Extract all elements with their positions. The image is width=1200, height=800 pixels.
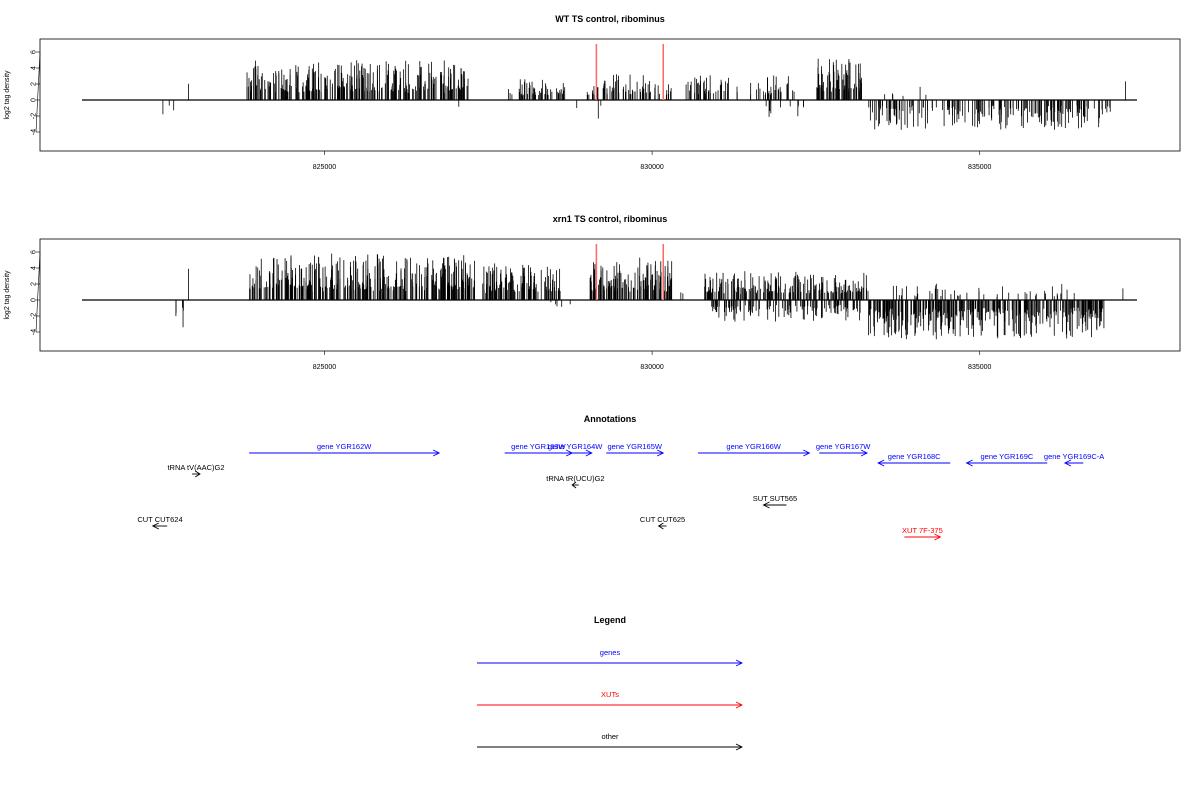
legend-item: other	[477, 732, 744, 751]
arrow-head	[860, 449, 869, 457]
annotation-feature: gene YGR164W	[548, 442, 603, 457]
y-tick-label: 0	[30, 298, 37, 302]
feature-label: tRNA tR(UCU)G2	[546, 474, 604, 483]
feature-label: gene YGR165W	[607, 442, 662, 451]
x-tick-label: 825000	[313, 164, 336, 171]
arrow-head	[762, 501, 770, 509]
y-tick-label: 6	[30, 50, 37, 54]
feature-label: gene YGR169C	[981, 452, 1034, 461]
y-tick-label: -2	[30, 313, 37, 319]
annotation-feature: gene YGR167W	[816, 442, 871, 457]
plot-frame	[39, 238, 1181, 352]
y-tick-label: -2	[30, 113, 37, 119]
legend-label: XUTs	[601, 690, 619, 699]
chart-title: xrn1 TS control, ribominus	[553, 214, 668, 224]
feature-label: gene YGR166W	[726, 442, 781, 451]
legend-label: other	[601, 732, 619, 741]
legend-arrow-head	[735, 743, 744, 751]
feature-label: XUT 7F-375	[902, 526, 943, 535]
x-tick-label: 830000	[640, 164, 663, 171]
annotation-feature: gene YGR168C	[877, 452, 951, 467]
feature-label: CUT CUT624	[137, 515, 182, 524]
y-tick-label: 4	[30, 266, 37, 270]
feature-label: CUT CUT625	[640, 515, 685, 524]
annotation-feature: SUT SUT565	[753, 494, 797, 509]
arrow-head	[194, 470, 201, 478]
legend-arrow-head	[735, 701, 744, 709]
legend-item: genes	[477, 648, 744, 667]
y-tick-label: 6	[30, 250, 37, 254]
feature-label: gene YGR168C	[888, 452, 941, 461]
arrow-head	[151, 522, 159, 530]
y-tick-label: 2	[30, 282, 37, 286]
y-tick-label: 2	[30, 82, 37, 86]
annotations-title: Annotations	[584, 414, 637, 424]
annotation-feature: CUT CUT624	[137, 515, 183, 530]
legend-arrow-head	[735, 659, 744, 667]
legend-panel: Legend genes XUTs other	[477, 615, 744, 751]
y-tick-label: 4	[30, 66, 37, 70]
arrow-head	[571, 481, 577, 489]
arrow-head	[657, 449, 665, 457]
annotation-feature: gene YGR166W	[697, 442, 811, 457]
legend-item: XUTs	[477, 690, 744, 709]
annotation-feature: tRNA tR(UCU)G2	[546, 474, 605, 489]
annotation-feature: gene YGR165W	[606, 442, 665, 457]
annotation-feature: gene YGR162W	[249, 442, 441, 457]
feature-label: SUT SUT565	[753, 494, 797, 503]
arrow-head	[803, 449, 811, 457]
y-tick-label: 0	[30, 98, 37, 102]
feature-label: tRNA tV(AAC)G2	[167, 463, 224, 472]
annotation-feature: XUT 7F-375	[902, 526, 943, 541]
arrow-head	[1063, 459, 1072, 467]
arrow-head	[877, 459, 885, 467]
feature-label: gene YGR162W	[317, 442, 372, 451]
annotation-feature: CUT CUT625	[640, 515, 685, 530]
y-axis-line	[35, 251, 41, 333]
legend-label: genes	[600, 648, 621, 657]
arrow-head	[585, 449, 593, 457]
feature-label: gene YGR167W	[816, 442, 871, 451]
x-tick-label: 835000	[968, 364, 991, 371]
feature-label: gene YGR164W	[548, 442, 603, 451]
y-tick-label: -4	[30, 329, 37, 335]
y-tick-label: -4	[30, 129, 37, 135]
arrow-head	[657, 522, 664, 530]
xrn1-panel: xrn1 TS control, ribominus 6 4 2 0 -2 -4 log2 t…	[4, 214, 1181, 371]
y-axis-line	[35, 51, 41, 133]
feature-label: gene YGR169C-A	[1044, 452, 1104, 461]
wt-panel: WT TS control, ribominus 6 4 2 0 -2 -4 log2 tag…	[4, 14, 1181, 171]
annotation-feature: tRNA tV(AAC)G2	[167, 463, 225, 478]
y-axis-label: log2 tag density	[4, 70, 11, 120]
arrow-head	[432, 449, 441, 457]
annotation-feature: gene YGR169C-A	[1044, 452, 1104, 467]
x-tick-label: 830000	[640, 364, 663, 371]
chart-title: WT TS control, ribominus	[555, 14, 665, 24]
arrow-head	[934, 533, 942, 541]
plot-frame	[39, 38, 1181, 152]
x-tick-label: 835000	[968, 164, 991, 171]
y-axis-label: log2 tag density	[4, 270, 11, 320]
feature-label: gene YGR163W	[511, 442, 566, 451]
arrow-head	[965, 459, 973, 467]
legend-title: Legend	[594, 615, 626, 625]
x-tick-label: 825000	[313, 364, 336, 371]
annotation-feature: gene YGR169C	[965, 452, 1048, 467]
